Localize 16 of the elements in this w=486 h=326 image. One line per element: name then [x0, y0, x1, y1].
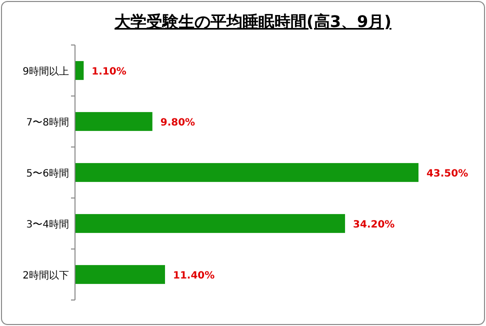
bar: [75, 163, 418, 182]
bar: [75, 265, 166, 284]
data-label: 11.40%: [173, 270, 215, 282]
y-tick-label: 3〜4時間: [26, 218, 69, 230]
y-tick-label: 7〜8時間: [26, 116, 69, 128]
data-label: 34.20%: [353, 220, 395, 230]
bar: [75, 214, 346, 233]
data-label: 1.10%: [92, 66, 126, 78]
y-tick-label: 5〜6時間: [26, 168, 69, 180]
chart-title: 大学受験生の平均睡眠時間(高3、9月): [114, 12, 392, 31]
data-label: 43.50%: [426, 168, 468, 180]
bar: [75, 61, 84, 80]
y-tick-label: 9時間以上: [22, 66, 69, 78]
data-label: 9.80%: [160, 118, 196, 128]
bar: [75, 112, 152, 131]
y-tick-label: 2時間以下: [22, 270, 69, 282]
